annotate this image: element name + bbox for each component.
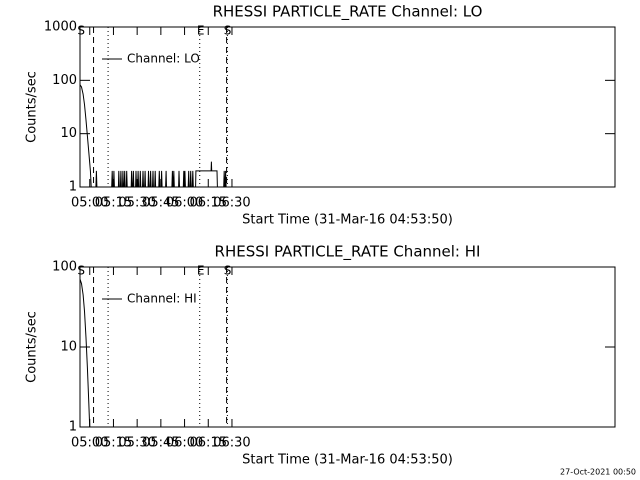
- y-tick-label: 1: [69, 180, 77, 195]
- x-tick-label: 06:00: [166, 436, 203, 451]
- chart-title: RHESSI PARTICLE_RATE Channel: HI: [215, 243, 481, 262]
- x-tick-label: 06:30: [213, 436, 250, 451]
- x-tick-label: 05:15: [95, 196, 132, 211]
- x-tick-label: 05:30: [118, 196, 155, 211]
- x-axis-label: Start Time (31-Mar-16 04:53:50): [242, 213, 453, 228]
- flag-label: S: [224, 264, 232, 278]
- x-axis-label: Start Time (31-Mar-16 04:53:50): [242, 453, 453, 468]
- footer: 27-Oct-2021 00:50: [560, 468, 636, 477]
- y-axis-label: Counts/sec: [25, 311, 40, 383]
- x-tick-label: 06:30: [213, 196, 250, 211]
- chart-title: RHESSI PARTICLE_RATE Channel: LO: [213, 3, 483, 22]
- legend-label: Channel: LO: [127, 52, 200, 66]
- y-tick-label: 100: [52, 260, 77, 275]
- x-tick-label: 05:30: [118, 436, 155, 451]
- x-tick-label: 05:00: [71, 196, 108, 211]
- y-tick-label: 10: [60, 340, 77, 355]
- data-line: [79, 279, 91, 428]
- x-tick-label: 05:15: [95, 436, 132, 451]
- y-tick-label: 10: [60, 126, 77, 141]
- flag-label: S: [224, 24, 232, 38]
- x-tick-label: 06:15: [190, 196, 227, 211]
- flag-label: S: [77, 24, 85, 38]
- y-tick-label: 1000: [44, 20, 77, 35]
- x-tick-label: 06:00: [166, 196, 203, 211]
- x-tick-label: 05:00: [71, 436, 108, 451]
- x-tick-label: 06:15: [190, 436, 227, 451]
- y-tick-label: 100: [52, 73, 77, 88]
- y-tick-label: 1: [69, 420, 77, 435]
- plot-frame: [79, 266, 616, 428]
- flag-label: S: [77, 264, 85, 278]
- x-tick-label: 05:45: [142, 436, 179, 451]
- y-axis-label: Counts/sec: [25, 71, 40, 143]
- legend-label: Channel: HI: [127, 292, 197, 306]
- x-tick-label: 05:45: [142, 196, 179, 211]
- flag-label: E: [197, 24, 205, 38]
- plot-frame: [79, 26, 616, 188]
- flag-label: E: [197, 264, 205, 278]
